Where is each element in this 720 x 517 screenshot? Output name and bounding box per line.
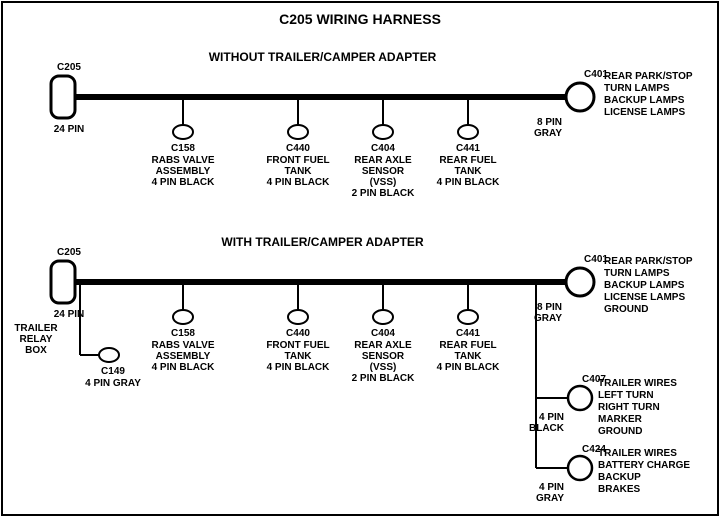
svg-text:2 PIN BLACK: 2 PIN BLACK [352, 373, 416, 384]
svg-text:LICENSE LAMPS: LICENSE LAMPS [604, 292, 685, 303]
drop-connector [373, 310, 393, 324]
svg-text:GROUND: GROUND [604, 304, 648, 315]
svg-text:TURN LAMPS: TURN LAMPS [604, 268, 670, 279]
svg-text:BOX: BOX [25, 345, 47, 356]
svg-text:C441: C441 [456, 328, 480, 339]
connector-c205 [51, 76, 75, 118]
svg-text:4 PIN BLACK: 4 PIN BLACK [267, 177, 331, 188]
svg-text:ASSEMBLY: ASSEMBLY [156, 351, 211, 362]
svg-text:(VSS): (VSS) [370, 177, 397, 188]
svg-text:8 PIN: 8 PIN [537, 117, 562, 128]
drop-connector [173, 125, 193, 139]
svg-text:4 PIN BLACK: 4 PIN BLACK [437, 362, 501, 373]
svg-text:RIGHT TURN: RIGHT TURN [598, 402, 660, 413]
svg-text:MARKER: MARKER [598, 414, 643, 425]
svg-text:C149: C149 [101, 366, 125, 377]
svg-text:RABS VALVE: RABS VALVE [152, 340, 215, 351]
svg-text:C404: C404 [371, 143, 395, 154]
connector-c401 [566, 268, 594, 296]
svg-text:RABS VALVE: RABS VALVE [152, 155, 215, 166]
svg-text:GROUND: GROUND [598, 426, 642, 437]
svg-text:C205: C205 [57, 62, 81, 73]
svg-text:TRAILER WIRES: TRAILER WIRES [598, 448, 677, 459]
drop-connector [173, 310, 193, 324]
svg-text:4 PIN: 4 PIN [539, 412, 564, 423]
svg-text:TANK: TANK [454, 351, 482, 362]
svg-text:C205: C205 [57, 247, 81, 258]
svg-text:TANK: TANK [454, 166, 482, 177]
svg-text:SENSOR: SENSOR [362, 351, 405, 362]
svg-text:BLACK: BLACK [529, 423, 565, 434]
drop-connector [288, 310, 308, 324]
svg-text:GRAY: GRAY [534, 313, 562, 324]
svg-text:C158: C158 [171, 328, 195, 339]
svg-text:C440: C440 [286, 143, 310, 154]
svg-text:C158: C158 [171, 143, 195, 154]
svg-text:24 PIN: 24 PIN [54, 124, 85, 135]
drop-connector [458, 125, 478, 139]
svg-text:ASSEMBLY: ASSEMBLY [156, 166, 211, 177]
svg-text:REAR AXLE: REAR AXLE [354, 340, 412, 351]
svg-text:C440: C440 [286, 328, 310, 339]
svg-text:REAR PARK/STOP: REAR PARK/STOP [604, 256, 693, 267]
connector-right-branch [568, 456, 592, 480]
svg-text:SENSOR: SENSOR [362, 166, 405, 177]
svg-text:TANK: TANK [284, 166, 312, 177]
connector-right-branch [568, 386, 592, 410]
drop-connector [288, 125, 308, 139]
section-subtitle: WITH TRAILER/CAMPER ADAPTER [221, 235, 424, 249]
svg-text:4 PIN BLACK: 4 PIN BLACK [152, 362, 216, 373]
svg-text:C441: C441 [456, 143, 480, 154]
svg-text:BACKUP LAMPS: BACKUP LAMPS [604, 95, 685, 106]
svg-text:(VSS): (VSS) [370, 362, 397, 373]
svg-text:4 PIN: 4 PIN [539, 482, 564, 493]
svg-text:LEFT TURN: LEFT TURN [598, 390, 654, 401]
svg-text:TRAILER WIRES: TRAILER WIRES [598, 378, 677, 389]
connector-c205 [51, 261, 75, 303]
connector-c401 [566, 83, 594, 111]
drop-connector [458, 310, 478, 324]
svg-text:REAR FUEL: REAR FUEL [439, 155, 496, 166]
svg-text:FRONT FUEL: FRONT FUEL [266, 155, 329, 166]
drop-connector [373, 125, 393, 139]
svg-text:BATTERY CHARGE: BATTERY CHARGE [598, 460, 690, 471]
svg-text:REAR AXLE: REAR AXLE [354, 155, 412, 166]
svg-text:4 PIN BLACK: 4 PIN BLACK [437, 177, 501, 188]
svg-text:2 PIN BLACK: 2 PIN BLACK [352, 188, 416, 199]
svg-text:TANK: TANK [284, 351, 312, 362]
connector-c149 [99, 348, 119, 362]
svg-text:4 PIN BLACK: 4 PIN BLACK [152, 177, 216, 188]
svg-text:GRAY: GRAY [534, 128, 562, 139]
svg-text:BACKUP: BACKUP [598, 472, 641, 483]
svg-text:REAR FUEL: REAR FUEL [439, 340, 496, 351]
svg-text:4 PIN GRAY: 4 PIN GRAY [85, 378, 141, 389]
svg-text:TRAILER: TRAILER [14, 323, 58, 334]
svg-text:FRONT FUEL: FRONT FUEL [266, 340, 329, 351]
diagram-title: C205 WIRING HARNESS [279, 11, 441, 27]
svg-text:REAR PARK/STOP: REAR PARK/STOP [604, 71, 693, 82]
svg-text:BACKUP LAMPS: BACKUP LAMPS [604, 280, 685, 291]
svg-text:C404: C404 [371, 328, 395, 339]
svg-text:LICENSE LAMPS: LICENSE LAMPS [604, 107, 685, 118]
svg-text:BRAKES: BRAKES [598, 484, 641, 495]
svg-text:4 PIN BLACK: 4 PIN BLACK [267, 362, 331, 373]
svg-text:GRAY: GRAY [536, 493, 564, 504]
svg-text:8 PIN: 8 PIN [537, 302, 562, 313]
svg-text:TURN LAMPS: TURN LAMPS [604, 83, 670, 94]
svg-text:RELAY: RELAY [20, 334, 53, 345]
section-subtitle: WITHOUT TRAILER/CAMPER ADAPTER [209, 50, 437, 64]
